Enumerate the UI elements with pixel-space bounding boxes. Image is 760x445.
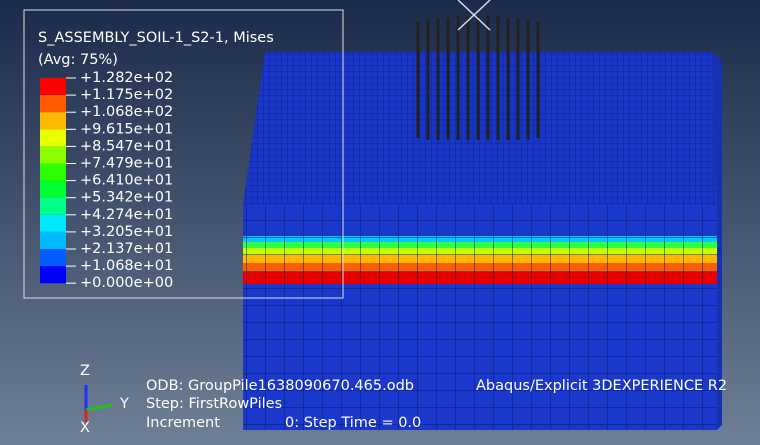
legend-label: +1.282e+02: [80, 70, 173, 86]
legend: +1.282e+02+1.175e+02+1.068e+02+9.615e+01…: [40, 70, 173, 291]
piles: [416, 16, 540, 140]
legend-swatch: [40, 180, 66, 198]
legend-swatch: [40, 146, 66, 164]
legend-label: +2.137e+01: [80, 241, 173, 257]
legend-label: +5.342e+01: [80, 190, 173, 206]
ref-marker: [457, 0, 491, 31]
legend-swatch: [40, 231, 66, 249]
step-time: 0: Step Time = 0.0: [285, 415, 421, 431]
increment: Increment: [146, 415, 220, 431]
triad-z: Z: [80, 363, 90, 379]
legend-label: +9.615e+01: [80, 121, 173, 137]
legend-swatch: [40, 95, 66, 113]
step: Step: FirstRowPiles: [146, 396, 282, 412]
legend-box: [23, 9, 344, 299]
legend-swatch: [40, 214, 66, 232]
legend-swatch: [40, 266, 66, 284]
legend-label: +8.547e+01: [80, 138, 173, 154]
triad-x: X: [80, 420, 90, 436]
legend-label: +4.274e+01: [80, 207, 173, 223]
legend-label: +6.410e+01: [80, 173, 173, 189]
front-mesh: [243, 205, 717, 430]
legend-swatch: [40, 163, 66, 181]
top-mesh: [243, 52, 717, 205]
legend-swatch: [40, 197, 66, 215]
legend-label: +0.000e+00: [80, 275, 173, 291]
legend-label: +7.479e+01: [80, 156, 173, 172]
legend-swatch: [40, 249, 66, 267]
legend-swatch: [40, 129, 66, 147]
legend-label: +1.175e+02: [80, 87, 173, 103]
odb: ODB: GroupPile1638090670.465.odb: [146, 378, 414, 394]
triad-y: Y: [119, 396, 129, 412]
legend-swatch: [40, 78, 66, 96]
solver: Abaqus/Explicit 3DEXPERIENCE R2: [476, 378, 727, 394]
legend-swatch: [40, 112, 66, 130]
legend-title: S_ASSEMBLY_SOIL-1_S2-1, Mises: [38, 30, 274, 46]
legend-label: +3.205e+01: [80, 224, 173, 240]
legend-label: +1.068e+01: [80, 258, 173, 274]
legend-label: +1.068e+02: [80, 104, 173, 120]
y-axis: [85, 403, 113, 412]
legend-subtitle: (Avg: 75%): [38, 52, 118, 68]
